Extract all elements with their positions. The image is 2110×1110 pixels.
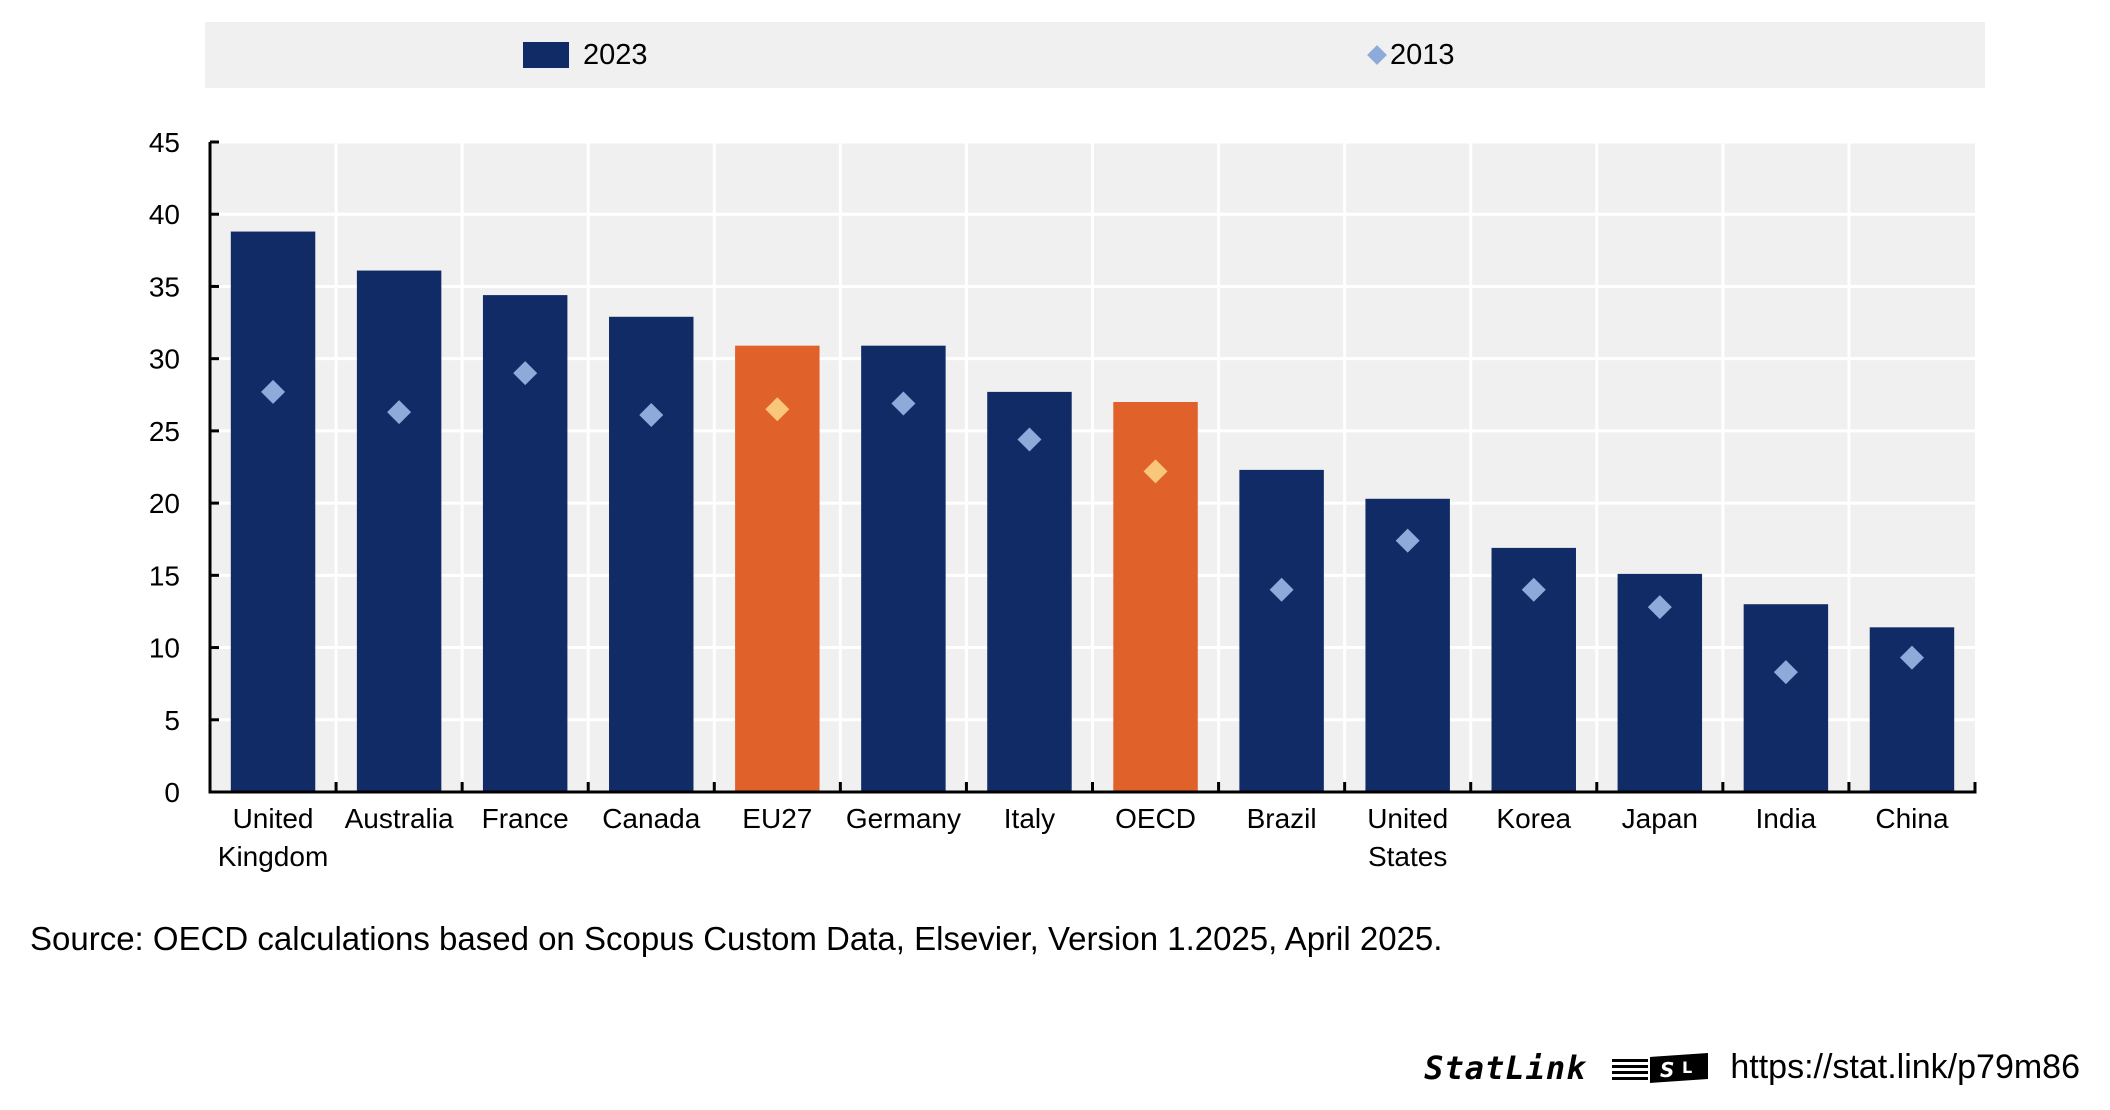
bar-2023 (861, 345, 946, 792)
x-category-label: OECD (1115, 803, 1196, 834)
marker-2013 (1269, 577, 1294, 602)
markers-2013 (261, 361, 1924, 685)
x-category-label-line: Canada (602, 803, 701, 834)
legend-item-2013: 2013 (1367, 22, 1455, 88)
legend: 2023 2013 (205, 22, 1985, 88)
x-category-label: France (482, 803, 569, 834)
bar-2023 (1743, 604, 1829, 792)
x-category-label-line: Kingdom (218, 841, 329, 872)
legend-label-2013: 2013 (1390, 38, 1455, 71)
x-category-label-line: States (1368, 841, 1447, 872)
bar-2023 (987, 391, 1072, 792)
x-category-label: United Kingdom (218, 803, 329, 872)
statlink-label: StatLink (1424, 1048, 1587, 1087)
y-tick-labels: 0 5 10 15 20 25 30 35 40 45 (149, 127, 180, 808)
svg-text:S: S (1660, 1058, 1674, 1082)
axes (208, 140, 1977, 794)
x-category-label: United States (1367, 803, 1448, 872)
x-category-label: Canada (602, 803, 701, 834)
marker-2013 (1899, 645, 1924, 670)
bar-2023 (1239, 469, 1324, 792)
y-tick-label: 40 (149, 199, 180, 230)
bar-2023 (356, 270, 442, 792)
y-tick-label: 0 (164, 777, 180, 808)
x-category-label-line: India (1756, 803, 1817, 834)
marker-2013 (1521, 577, 1546, 602)
y-tick-label: 45 (149, 127, 180, 158)
x-category-label-line: United (233, 803, 314, 834)
y-tick-label: 20 (149, 488, 180, 519)
statlink-url-link[interactable]: https://stat.link/p79m86 (1730, 1048, 2080, 1086)
marker-2013 (765, 397, 790, 422)
x-category-label-line: France (482, 803, 569, 834)
legend-label-2023: 2023 (583, 38, 648, 71)
bar-2023 (230, 231, 316, 793)
x-category-label: Korea (1496, 803, 1571, 834)
marker-2013 (1143, 459, 1168, 484)
x-category-label: EU27 (742, 803, 812, 834)
x-category-label: Brazil (1247, 803, 1317, 834)
y-tick-label: 5 (164, 705, 180, 736)
legend-item-2023: 2023 (523, 22, 648, 88)
statlink-logo-icon: S L (1612, 1052, 1709, 1083)
x-category-label-line: Japan (1622, 803, 1698, 834)
x-category-label-line: OECD (1115, 803, 1196, 834)
marker-2013 (891, 391, 916, 416)
marker-2013 (387, 400, 412, 425)
x-category-labels: United Kingdom Australia France Canada EU27 Ge… (218, 803, 1949, 872)
marker-2013 (639, 403, 664, 427)
source-note: Source: OECD calculations based on Scopu… (30, 920, 1443, 957)
legend-bar-swatch-icon (523, 42, 569, 68)
marker-2013 (1395, 528, 1420, 553)
bars-2023 (230, 231, 1955, 793)
marker-2013 (513, 361, 538, 386)
x-category-label: Japan (1622, 803, 1698, 834)
y-tick-label: 25 (149, 416, 180, 447)
x-category-label: Australia (345, 803, 454, 834)
x-category-label-line: Italy (1004, 803, 1055, 834)
y-tick-label: 30 (149, 344, 180, 375)
x-category-label: Germany (846, 803, 961, 834)
svg-text:L: L (1682, 1058, 1692, 1077)
statlink: StatLink S L https://stat.link/p79m86 (1424, 1048, 2080, 1087)
x-category-label: Italy (1004, 803, 1055, 834)
x-category-label-line: Australia (345, 803, 454, 834)
y-tick-label: 15 (149, 560, 180, 591)
x-category-label-line: Korea (1496, 803, 1571, 834)
x-category-label-line: Germany (846, 803, 961, 834)
bar-chart: 0 5 10 15 20 25 30 35 40 45 United Kingdom Australi… (149, 127, 1977, 872)
marker-2013 (1647, 595, 1672, 620)
x-category-label-line: China (1875, 803, 1949, 834)
marker-2013 (1017, 427, 1042, 452)
y-tick-label: 35 (149, 271, 180, 302)
x-category-label: India (1756, 803, 1817, 834)
bar-2023 (609, 316, 694, 792)
x-category-label-line: United (1367, 803, 1448, 834)
x-category-label-line: Brazil (1247, 803, 1317, 834)
x-category-label-line: EU27 (742, 803, 812, 834)
y-tick-label: 10 (149, 633, 180, 664)
marker-2013 (1773, 660, 1798, 685)
x-category-label: China (1875, 803, 1949, 834)
marker-2013 (261, 379, 286, 404)
